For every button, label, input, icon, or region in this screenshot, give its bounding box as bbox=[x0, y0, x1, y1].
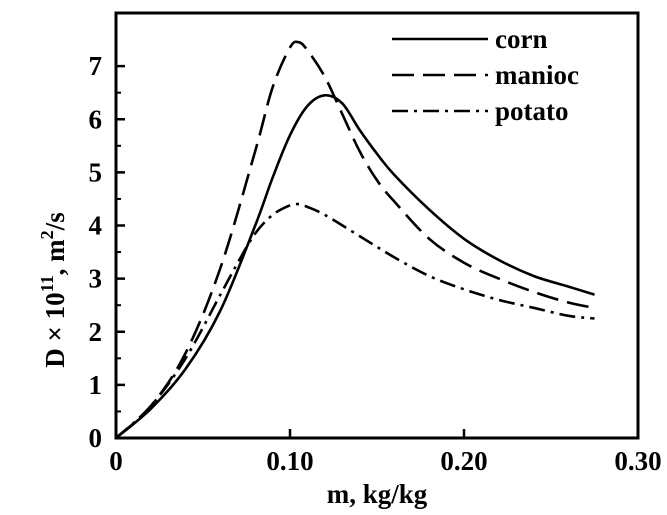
y-tick-label: 7 bbox=[89, 51, 103, 81]
x-tick-label: 0 bbox=[109, 446, 123, 476]
y-axis-label: D × 1011, m2/s bbox=[37, 212, 70, 367]
x-axis-label: m, kg/kg bbox=[327, 479, 428, 509]
legend: corn manioc potato bbox=[392, 24, 579, 126]
legend-label-corn: corn bbox=[495, 24, 547, 54]
y-tick-label: 4 bbox=[89, 211, 103, 241]
y-tick-label: 5 bbox=[89, 157, 103, 187]
series-line-potato bbox=[115, 202, 595, 439]
y-tick-label: 3 bbox=[89, 264, 103, 294]
legend-label-manioc: manioc bbox=[495, 60, 579, 90]
legend-label-potato: potato bbox=[495, 96, 569, 126]
series-layer bbox=[115, 40, 595, 439]
x-tick-label: 0.20 bbox=[440, 446, 487, 476]
x-tick-label: 0.10 bbox=[266, 446, 313, 476]
series-line-manioc bbox=[115, 40, 595, 439]
y-tick-label: 6 bbox=[89, 104, 103, 134]
series-line-corn bbox=[115, 93, 595, 439]
x-tick-label: 0.30 bbox=[614, 446, 661, 476]
y-tick-label: 2 bbox=[89, 317, 103, 347]
y-tick-label: 0 bbox=[89, 423, 103, 453]
y-tick-label: 1 bbox=[89, 370, 103, 400]
axis-ticks: 0 0.10 0.20 0.30 0 1 2 3 4 5 6 7 bbox=[89, 51, 662, 476]
